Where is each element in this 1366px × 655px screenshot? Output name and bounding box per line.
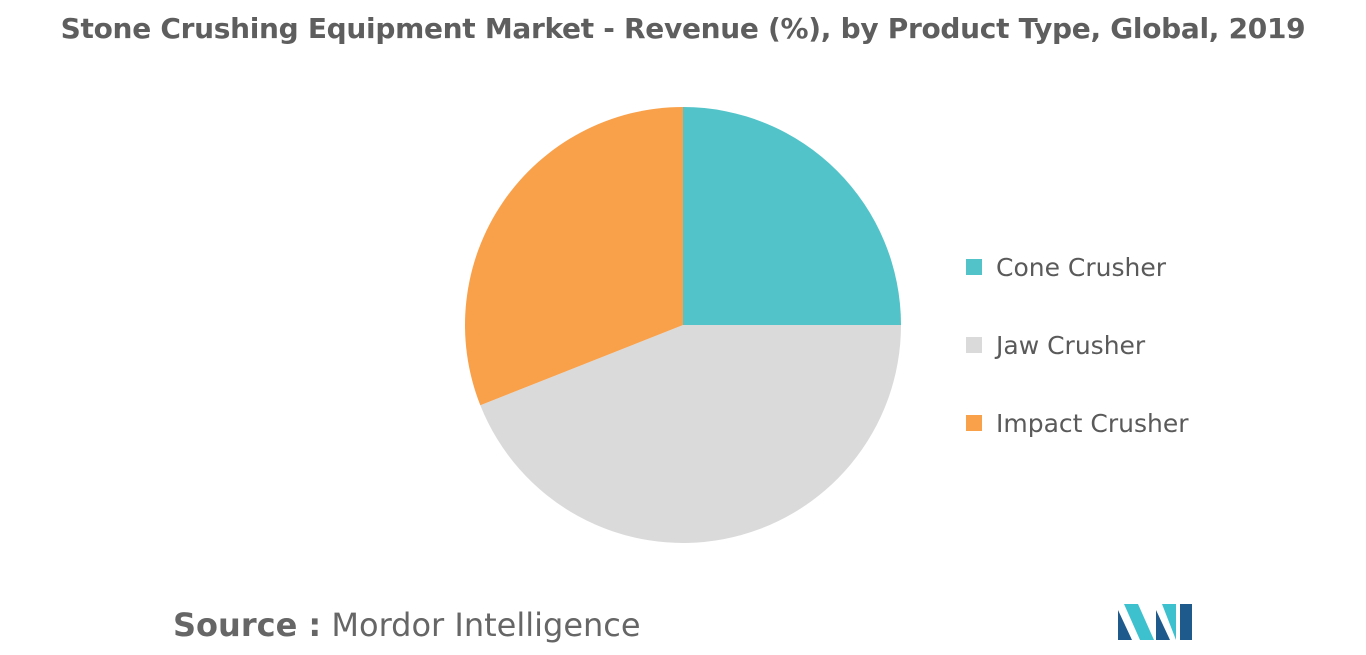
pie-slice-cone-crusher [683,107,901,325]
legend-label: Cone Crusher [996,252,1167,282]
legend-label: Jaw Crusher [996,330,1146,360]
logo-shape-4 [1162,604,1176,640]
legend-swatch [966,415,982,431]
legend-item-jaw-crusher: Jaw Crusher [966,306,1189,384]
legend-item-impact-crusher: Impact Crusher [966,384,1189,462]
pie-slice-jaw-crusher [480,325,901,543]
legend-label: Impact Crusher [996,408,1189,438]
mordor-intelligence-logo [1118,604,1192,640]
logo-shape-5 [1180,604,1192,640]
chart-title: Stone Crushing Equipment Market - Revenu… [60,12,1306,45]
legend: Cone Crusher Jaw Crusher Impact Crusher [966,228,1189,462]
logo-shape-3 [1156,610,1170,640]
legend-swatch [966,337,982,353]
legend-item-cone-crusher: Cone Crusher [966,228,1189,306]
logo-shape-2 [1124,604,1154,640]
pie-slice-impact-crusher [465,107,683,406]
logo-shape-1 [1118,610,1132,640]
source-credit: Source : Mordor Intelligence [173,606,641,644]
source-label: Source : [173,606,322,644]
legend-swatch [966,259,982,275]
source-name: Mordor Intelligence [331,606,641,644]
